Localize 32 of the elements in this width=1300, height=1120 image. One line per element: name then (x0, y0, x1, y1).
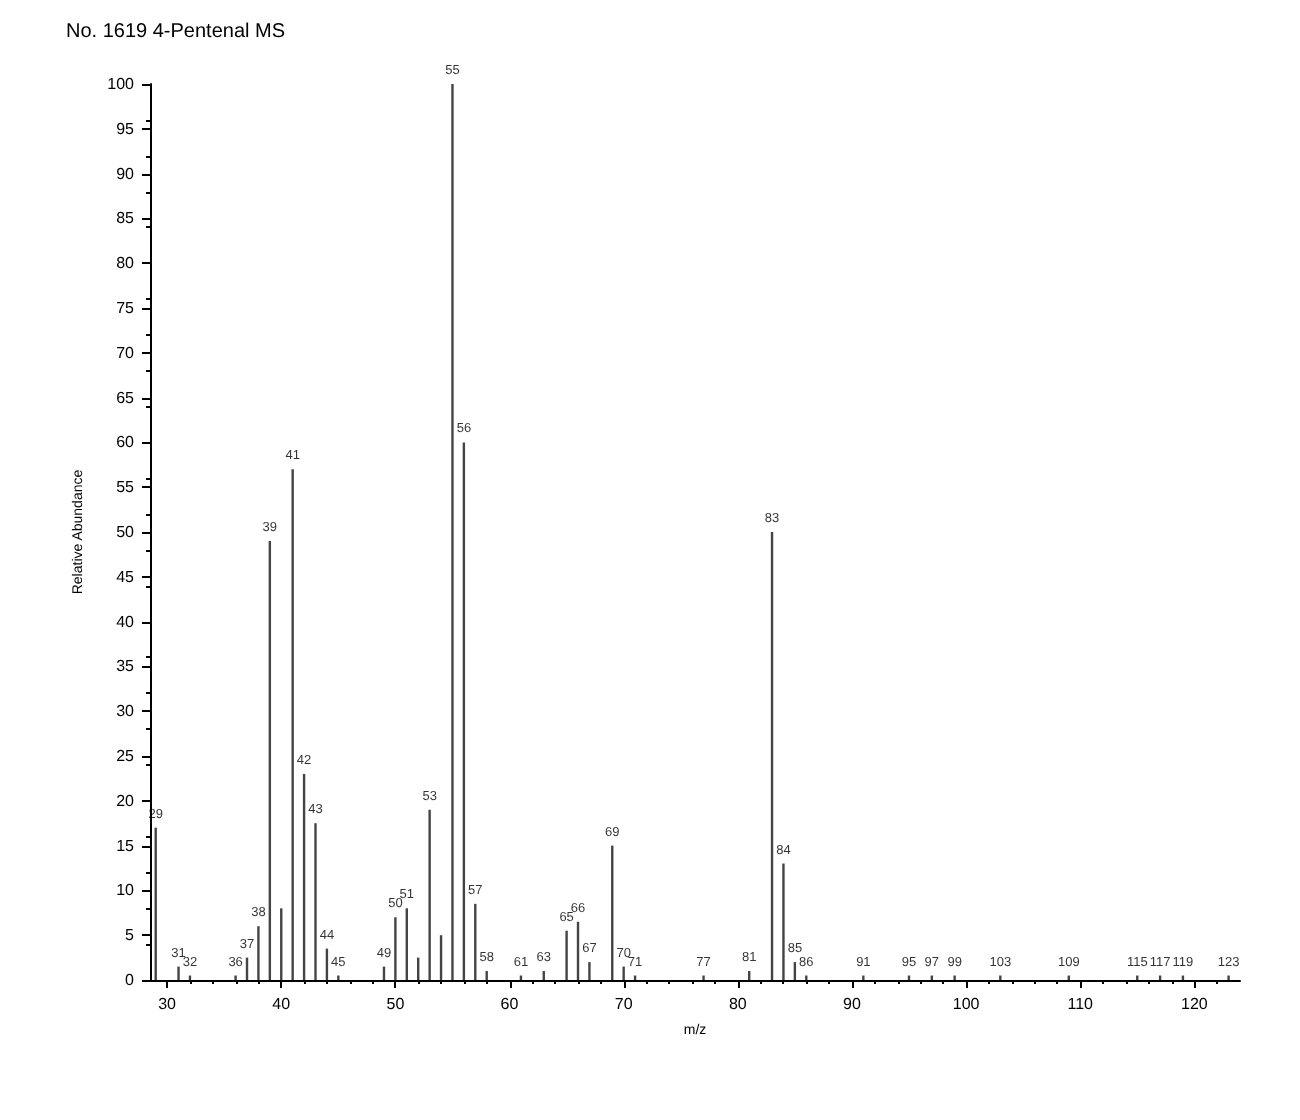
y-tick-label: 20 (116, 791, 136, 810)
chart-title: No. 1619 4-Pentenal MS (66, 21, 286, 43)
y-tick-label: 40 (116, 612, 136, 631)
y-tick-label: 0 (125, 971, 136, 989)
x-tick-label: 100 (952, 995, 981, 1013)
x-tick-label: 90 (843, 995, 862, 1013)
y-tick-label: 65 (116, 388, 136, 407)
y-tick-label: 80 (116, 254, 136, 273)
x-tick-label: 80 (728, 995, 748, 1013)
x-tick-label: 30 (158, 995, 178, 1013)
y-tick-label: 70 (116, 343, 136, 362)
y-tick-label: 90 (116, 164, 136, 183)
y-tick-label: 15 (116, 836, 136, 855)
y-tick-label: 5 (125, 926, 136, 945)
x-tick-label: 120 (1180, 995, 1209, 1013)
x-tick-label: 110 (1067, 995, 1095, 1013)
y-tick-label: 85 (116, 209, 136, 228)
y-tick-label: 75 (116, 299, 136, 317)
y-tick-label: 50 (116, 523, 136, 541)
y-tick-label: 100 (107, 75, 136, 93)
y-tick-label: 30 (116, 702, 136, 721)
x-tick-label: 40 (272, 995, 292, 1013)
x-tick-label: 50 (386, 995, 406, 1013)
y-tick-label: 25 (116, 747, 136, 765)
y-tick-label: 55 (116, 478, 136, 497)
y-tick-label: 95 (116, 119, 136, 138)
y-tick-label: 35 (116, 657, 136, 676)
y-tick-label: 45 (116, 567, 136, 586)
x-tick-label: 70 (614, 995, 634, 1013)
y-tick-label: 60 (116, 433, 136, 452)
y-tick-label: 10 (116, 881, 136, 900)
x-tick-label: 60 (500, 995, 520, 1013)
